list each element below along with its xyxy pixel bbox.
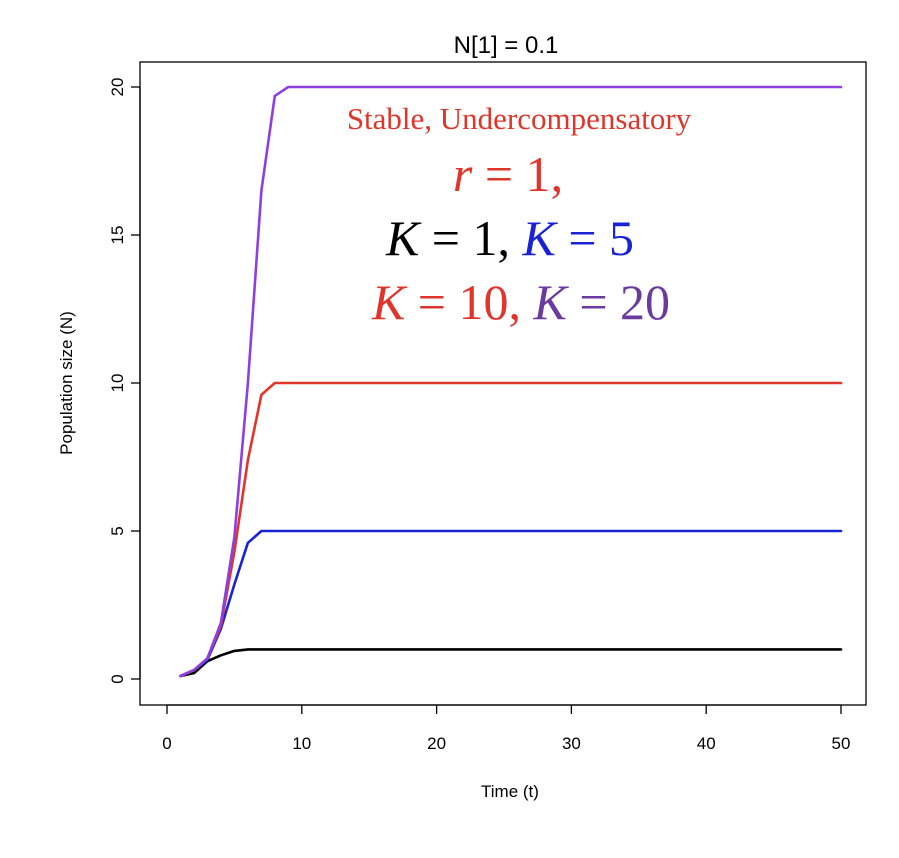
annotation-run: K: [522, 210, 559, 266]
x-tick-label: 30: [562, 734, 581, 753]
x-axis: 0 10 20 30 40 50: [162, 704, 851, 753]
annotation-run: = 1,: [419, 210, 522, 266]
annotation-stability-label: Stable, Undercompensatory: [347, 101, 692, 136]
x-tick-label: 50: [832, 734, 851, 753]
annotation-run: K: [533, 274, 570, 330]
y-tick-label: 10: [108, 374, 127, 393]
annotation-k-values-1: K = 1, K = 5: [385, 210, 634, 266]
y-tick-label: 20: [108, 78, 127, 97]
annotation-run: = 10,: [405, 274, 533, 330]
x-tick-label: 40: [697, 734, 716, 753]
x-tick-label: 20: [427, 734, 446, 753]
annotation-run: = 20: [567, 274, 670, 330]
y-tick-label: 5: [108, 526, 127, 535]
annotation-r-value: r = 1,: [453, 146, 563, 202]
x-axis-title: Time (t): [481, 782, 539, 801]
annotation-run: K: [371, 274, 408, 330]
annotation-run: = 5: [556, 210, 634, 266]
y-axis: 0 5 10 15 20: [108, 78, 141, 684]
annotation-run: K: [385, 210, 422, 266]
series-line-4: [179, 85, 843, 678]
series-line-1: [179, 648, 843, 678]
y-axis-title: Population size (N): [57, 311, 76, 455]
y-tick-label: 0: [108, 674, 127, 683]
x-tick-label: 10: [292, 734, 311, 753]
chart-title: N[1] = 0.1: [454, 32, 559, 59]
annotation-k-values-2: K = 10, K = 20: [371, 274, 670, 330]
y-tick-label: 15: [108, 226, 127, 245]
series-group: [179, 85, 843, 678]
series-line-3: [179, 381, 843, 678]
series-line-2: [179, 529, 843, 678]
x-tick-label: 0: [162, 734, 171, 753]
annotation-run: = 1,: [472, 146, 563, 202]
annotation-run: r: [453, 146, 473, 202]
